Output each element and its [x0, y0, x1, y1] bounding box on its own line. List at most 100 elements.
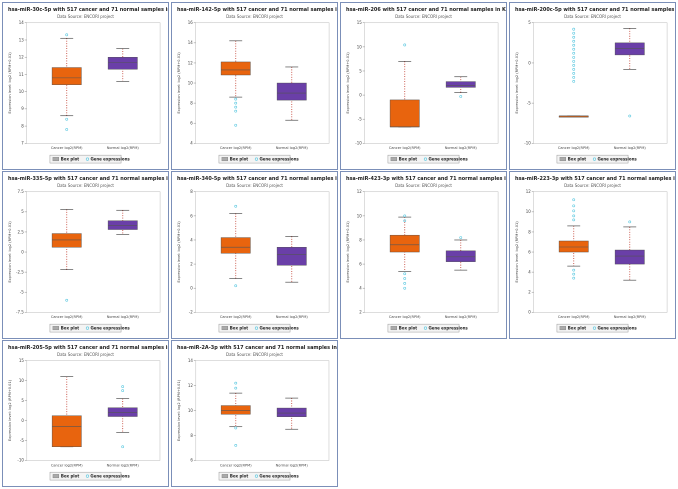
legend-label: Gene expressions	[90, 157, 130, 162]
x-category-label: Cancer log2(RPM)	[389, 315, 421, 319]
y-tick-label: 2	[359, 310, 362, 315]
y-tick-label: -2.5	[16, 270, 24, 275]
boxplot-panel-mir-335-5p: hsa-miR-335-5p with 517 cancer and 71 no…	[2, 171, 169, 339]
y-tick-label: 6	[528, 249, 531, 254]
x-category-label: Normal log2(RPM)	[276, 146, 309, 150]
plot-area	[195, 22, 330, 144]
outlier-point	[572, 63, 576, 67]
outlier-point	[572, 67, 576, 71]
outlier-point	[234, 426, 238, 430]
box	[107, 220, 138, 230]
chart-svg: hsa-miR-423-3p with 517 cancer and 71 no…	[346, 176, 506, 333]
y-tick-label: 10	[357, 213, 363, 218]
y-tick-label: 0	[21, 249, 24, 254]
x-category-label: Normal log2(RPM)	[107, 463, 140, 467]
chart-svg: hsa-miR-142-5p with 517 cancer and 71 no…	[177, 7, 337, 164]
box	[445, 81, 476, 88]
plot-area	[26, 360, 161, 461]
legend-label: Gene expressions	[597, 157, 637, 162]
legend-swatch-point	[254, 157, 259, 161]
y-tick-label: 8	[528, 229, 531, 234]
outlier-point	[65, 117, 69, 121]
outlier-point	[234, 381, 238, 385]
legend-swatch-point	[423, 326, 428, 330]
y-tick-label: 2	[190, 261, 193, 266]
outlier-point	[234, 386, 238, 390]
y-tick-label: 2.5	[17, 229, 24, 234]
y-tick-label: 16	[188, 20, 194, 25]
chart-title: hsa-miR-30c-5p with 517 cancer and 71 no…	[8, 7, 168, 13]
outlier-point	[572, 76, 576, 79]
x-category-label: Cancer log2(RPM)	[389, 146, 421, 150]
chart-title: hsa-miR-423-3p with 517 cancer and 71 no…	[346, 176, 506, 182]
legend-swatch-point	[85, 326, 90, 330]
outlier-point	[572, 59, 576, 63]
y-axis-label: Expression level: log2 (RPM+0.01)	[8, 379, 12, 441]
outlier-point	[65, 128, 69, 131]
y-axis-label: Expression level: log2 (RPM+0.01)	[515, 221, 519, 283]
y-tick-label: 13	[19, 37, 25, 42]
legend-swatch-box	[221, 474, 229, 479]
y-tick-label: 10	[357, 44, 363, 49]
outlier-point	[572, 276, 576, 280]
plot-area	[533, 191, 668, 313]
legend-label: Box plot	[568, 157, 586, 162]
outlier-point	[572, 27, 576, 31]
y-tick-label: 14	[188, 358, 194, 363]
chart-subtitle: Data Source: ENCORI project	[57, 14, 114, 19]
chart-title: hsa-miR-335-5p with 517 cancer and 71 no…	[8, 176, 168, 182]
outlier-point	[572, 80, 576, 83]
y-tick-label: 12	[526, 189, 532, 194]
y-tick-label: 8	[190, 433, 193, 438]
chart-svg: hsa-miR-30c-5p with 517 cancer and 71 no…	[8, 7, 168, 164]
legend-swatch-point	[592, 326, 597, 330]
outlier-point	[572, 214, 576, 218]
boxplot-panel-mir-206: hsa-miR-206 with 517 cancer and 71 norma…	[340, 2, 507, 170]
chart-subtitle: Data Source: ENCORI project	[564, 183, 621, 188]
legend-swatch-point	[254, 474, 259, 478]
legend-label: Gene expressions	[90, 326, 130, 331]
box	[614, 249, 645, 265]
outlier-point	[121, 389, 125, 392]
outlier-point	[572, 31, 576, 35]
y-tick-label: 10	[526, 209, 532, 214]
y-tick-label: 0	[21, 418, 24, 423]
y-tick-label: 5	[528, 20, 531, 25]
outlier-point	[403, 277, 407, 280]
legend-label: Gene expressions	[428, 326, 468, 331]
legend-swatch-box	[52, 326, 59, 331]
boxplot-panel-mir-223-3p: hsa-miR-223-3p with 517 cancer and 71 no…	[509, 171, 676, 339]
legend-swatch-point	[423, 157, 428, 161]
outlier-point	[572, 35, 576, 39]
chart-subtitle: Data Source: ENCORI project	[57, 352, 114, 357]
legend-box	[387, 323, 460, 333]
box	[51, 233, 82, 248]
y-axis-label: Expression level: log2 (RPM+0.01)	[346, 52, 350, 114]
y-tick-label: 12	[188, 60, 194, 65]
outlier-point	[572, 272, 576, 276]
x-category-label: Cancer log2(RPM)	[558, 315, 590, 319]
outlier-point	[459, 236, 463, 239]
legend-swatch-point	[85, 157, 90, 161]
y-tick-label: 4	[190, 141, 193, 146]
legend-label: Box plot	[61, 326, 79, 331]
y-tick-label: 5	[21, 209, 24, 214]
chart-subtitle: Data Source: ENCORI project	[226, 14, 283, 19]
legend-swatch-box	[559, 157, 566, 162]
legend-label: Gene expressions	[597, 326, 637, 331]
outlier-point	[572, 204, 576, 208]
chart-title: hsa-miR-340-5p with 517 cancer and 71 no…	[177, 176, 337, 182]
legend-label: Box plot	[399, 157, 417, 162]
y-tick-label: -5	[20, 290, 24, 295]
legend-box	[49, 323, 122, 333]
outlier-point	[572, 47, 576, 51]
y-tick-label: 5	[21, 398, 24, 403]
x-category-label: Normal log2(RPM)	[107, 315, 140, 319]
plot-area	[195, 360, 330, 461]
y-tick-label: 14	[19, 20, 25, 25]
legend-swatch-box	[390, 326, 397, 331]
boxplot-panel-mir-423-3p: hsa-miR-423-3p with 517 cancer and 71 no…	[340, 171, 507, 339]
y-axis-label: Expression level: log2 (RPM+0.01)	[177, 379, 181, 441]
y-tick-label: -5	[20, 438, 24, 443]
legend-label: Box plot	[61, 474, 79, 479]
